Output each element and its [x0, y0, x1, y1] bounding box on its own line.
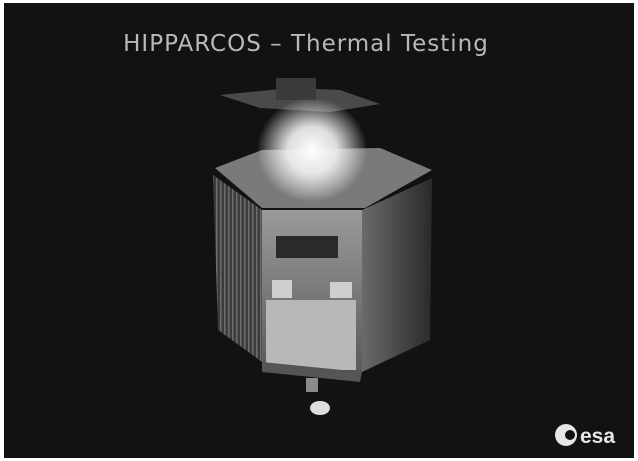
logo-text: esa [580, 425, 615, 448]
satellite-photo [213, 78, 432, 415]
esa-logo: esa [555, 424, 615, 448]
slide-title: HIPPARCOS – Thermal Testing [123, 31, 489, 57]
